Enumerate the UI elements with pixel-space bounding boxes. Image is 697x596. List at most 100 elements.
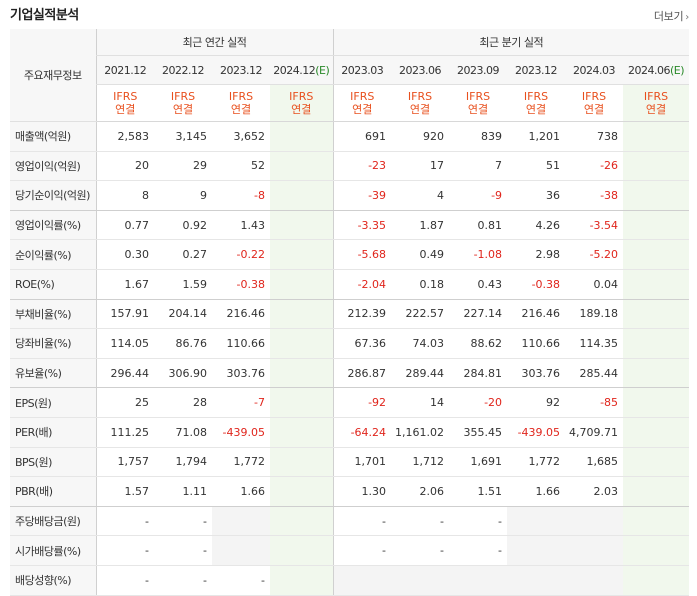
table-row: 매출액(억원) 2,583 3,145 3,652 691 920 839 1,201 738 [10,121,690,152]
value-cell: 4,709.71 [565,417,624,448]
table-row: BPS(원) 1,757 1,794 1,772 1,701 1,712 1,691 1,77… [10,447,690,478]
value-cell: -5.20 [565,239,624,270]
value-cell [270,269,334,300]
row-label[interactable]: 영업이익률(%) [10,210,96,241]
period-header: 2023.03 [332,55,392,85]
value-cell: 110.66 [507,328,566,359]
value-cell: 114.35 [565,328,624,359]
row-label[interactable]: 당기순이익(억원) [10,180,96,211]
value-cell: 74.03 [391,328,450,359]
row-label[interactable]: 배당성향(%) [10,565,96,596]
value-cell [565,506,624,537]
table-row: PBR(배) 1.57 1.11 1.66 1.30 2.06 1.51 1.66 2.03 [10,476,690,507]
basis-consolidated: 연결 [409,103,431,116]
value-cell: 1.51 [449,476,508,507]
value-cell: 2.03 [565,476,624,507]
table-row: 부채비율(%) 157.91 204.14 216.46 212.39 222.57 227… [10,299,690,330]
value-cell [270,239,334,270]
value-cell: 9 [154,180,212,211]
value-cell: 111.25 [95,417,154,448]
basis-ifrs: IFRS [350,90,375,103]
row-label[interactable]: 부채비율(%) [10,299,96,330]
value-cell: -38 [565,180,624,211]
value-cell: - [154,565,212,596]
value-cell [449,565,508,596]
value-cell: 286.87 [332,358,392,389]
value-cell: 1.43 [212,210,270,241]
value-cell [212,535,270,566]
value-cell: -1.08 [449,239,508,270]
value-cell: 1,701 [332,447,392,478]
basis-consolidated: 연결 [230,103,252,116]
period-header: 2021.12 [95,55,154,85]
value-cell: - [154,535,212,566]
basis-consolidated: 연결 [645,103,667,116]
value-cell: 0.30 [95,239,154,270]
value-cell: - [449,506,508,537]
value-cell [507,535,566,566]
value-cell: 227.14 [449,299,508,330]
value-cell: - [95,506,154,537]
basis-consolidated: 연결 [115,103,136,116]
value-cell: 303.76 [507,358,566,389]
value-cell [623,210,690,241]
basis-header: IFRS 연결 [565,84,624,122]
row-label[interactable]: 영업이익(억원) [10,151,96,182]
value-cell: - [391,506,450,537]
value-cell [270,387,334,418]
value-cell: 0.04 [565,269,624,300]
row-label[interactable]: 주당배당금(원) [10,506,96,537]
table-row: 당좌비율(%) 114.05 86.76 110.66 67.36 74.03 88.62 1… [10,328,690,359]
value-cell [270,299,334,330]
table-row: EPS(원) 25 28 -7 -92 14 -20 92 -85 [10,387,690,418]
value-cell: - [391,535,450,566]
more-link[interactable]: 더보기 › [654,8,689,24]
table-row: PER(배) 111.25 71.08 -439.05 -64.24 1,161.02 35… [10,417,690,448]
period-header: 2024.06(E) [623,55,690,85]
value-cell: 189.18 [565,299,624,330]
basis-consolidated: 연결 [172,103,194,116]
row-label[interactable]: 매출액(억원) [10,121,96,152]
row-label[interactable]: EPS(원) [10,387,96,418]
value-cell: -39 [332,180,392,211]
row-label[interactable]: 당좌비율(%) [10,328,96,359]
value-cell [623,328,690,359]
value-cell: 114.05 [95,328,154,359]
row-label[interactable]: PER(배) [10,417,96,448]
value-cell [623,269,690,300]
basis-header: IFRS 연결 [212,84,270,122]
row-label[interactable]: 순이익률(%) [10,239,96,270]
row-label[interactable]: PBR(배) [10,476,96,507]
table-row: 시가배당률(%) - - - - - [10,535,690,566]
value-cell: - [449,535,508,566]
row-label[interactable]: ROE(%) [10,269,96,300]
value-cell: 86.76 [154,328,212,359]
value-cell [270,210,334,241]
value-cell: 920 [391,121,450,152]
row-label[interactable]: 시가배당률(%) [10,535,96,566]
value-cell: -85 [565,387,624,418]
basis-header: IFRS 연결 [391,84,450,122]
value-cell: 88.62 [449,328,508,359]
value-cell [623,180,690,211]
more-label: 더보기 [653,10,684,23]
basis-ifrs: IFRS [523,90,549,103]
value-cell: 1.57 [95,476,154,507]
value-cell: 7 [449,151,508,182]
value-cell [270,565,334,596]
row-label[interactable]: 유보율(%) [10,358,96,389]
value-cell: - [332,506,392,537]
value-cell: 29 [154,151,212,182]
value-cell: 110.66 [212,328,270,359]
value-cell [623,387,690,418]
value-cell [623,239,690,270]
value-cell: 0.18 [391,269,450,300]
period-label: 2024.12 [273,63,316,77]
basis-ifrs: IFRS [228,90,254,103]
row-label[interactable]: BPS(원) [10,447,96,478]
value-cell: - [154,506,212,537]
value-cell: 1,712 [391,447,450,478]
value-cell: 67.36 [332,328,392,359]
value-cell: 8 [95,180,154,211]
value-cell [565,535,624,566]
